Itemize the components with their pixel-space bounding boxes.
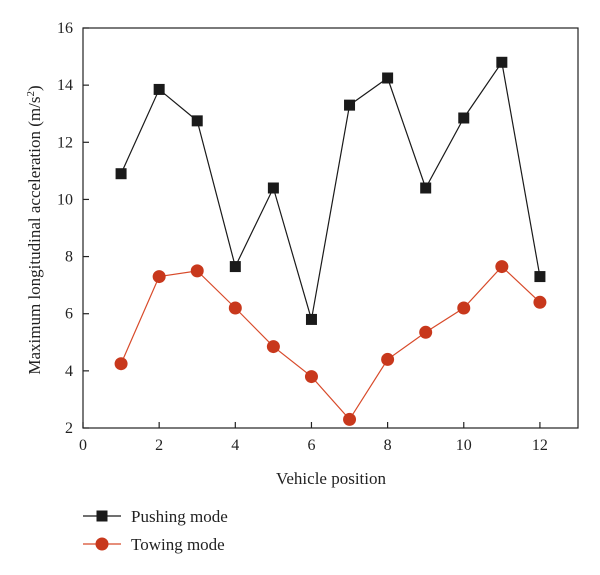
x-tick-label: 4 (231, 437, 239, 454)
data-point (420, 182, 432, 194)
legend-entry: Pushing mode (83, 507, 228, 526)
series-1 (115, 56, 546, 325)
series-layer (114, 56, 547, 426)
data-point (266, 340, 280, 354)
x-tick-label: 6 (307, 437, 315, 454)
data-point (305, 313, 317, 325)
y-tick-label: 2 (65, 420, 73, 437)
x-tick-label: 2 (155, 437, 163, 454)
x-tick-label: 10 (456, 437, 472, 454)
legend-marker (96, 510, 108, 522)
data-point (229, 261, 241, 273)
y-tick-label: 14 (57, 77, 73, 94)
data-point (153, 83, 165, 95)
y-tick-label: 8 (65, 249, 73, 266)
y-tick-label: 10 (57, 191, 73, 208)
x-tick-label: 12 (532, 437, 548, 454)
y-axis-title: Maximum longitudinal acceleration (m/s2) (25, 85, 44, 374)
x-tick-label: 0 (79, 437, 87, 454)
data-point (267, 182, 279, 194)
data-point (496, 56, 508, 68)
data-point (344, 99, 356, 111)
y-tick-label: 12 (57, 134, 73, 151)
legend-label: Towing mode (131, 535, 225, 554)
y-tick-label: 16 (57, 20, 73, 37)
data-point (114, 357, 128, 371)
axes (82, 27, 579, 429)
series-2 (114, 260, 547, 426)
data-point (533, 295, 547, 309)
data-point (381, 352, 395, 366)
data-point (419, 325, 433, 339)
data-point (191, 115, 203, 127)
legend: Pushing mode Towing mode (83, 507, 228, 554)
data-point (457, 301, 471, 315)
data-point (190, 264, 204, 278)
data-point (304, 370, 318, 384)
legend-entry: Towing mode (83, 535, 225, 554)
data-point (152, 270, 166, 284)
x-tick-label: 8 (384, 437, 392, 454)
data-point (228, 301, 242, 315)
y-axis-title-close: ) (25, 85, 44, 91)
x-axis-title: Vehicle position (276, 469, 387, 488)
legend-marker (95, 537, 109, 551)
y-tick-label: 6 (65, 306, 73, 323)
y-axis-title-sup: 2 (25, 91, 37, 97)
plot-frame (82, 27, 579, 429)
series-line (120, 60, 541, 320)
legend-label: Pushing mode (131, 507, 228, 526)
data-point (495, 260, 509, 274)
y-tick-label: 4 (65, 363, 73, 380)
data-point (382, 72, 394, 84)
y-axis-title-main: Maximum longitudinal acceleration (m/s (25, 97, 44, 375)
series-line (120, 265, 541, 421)
data-point (343, 412, 357, 426)
data-point (458, 112, 470, 124)
data-point (115, 168, 127, 180)
data-point (534, 271, 546, 283)
